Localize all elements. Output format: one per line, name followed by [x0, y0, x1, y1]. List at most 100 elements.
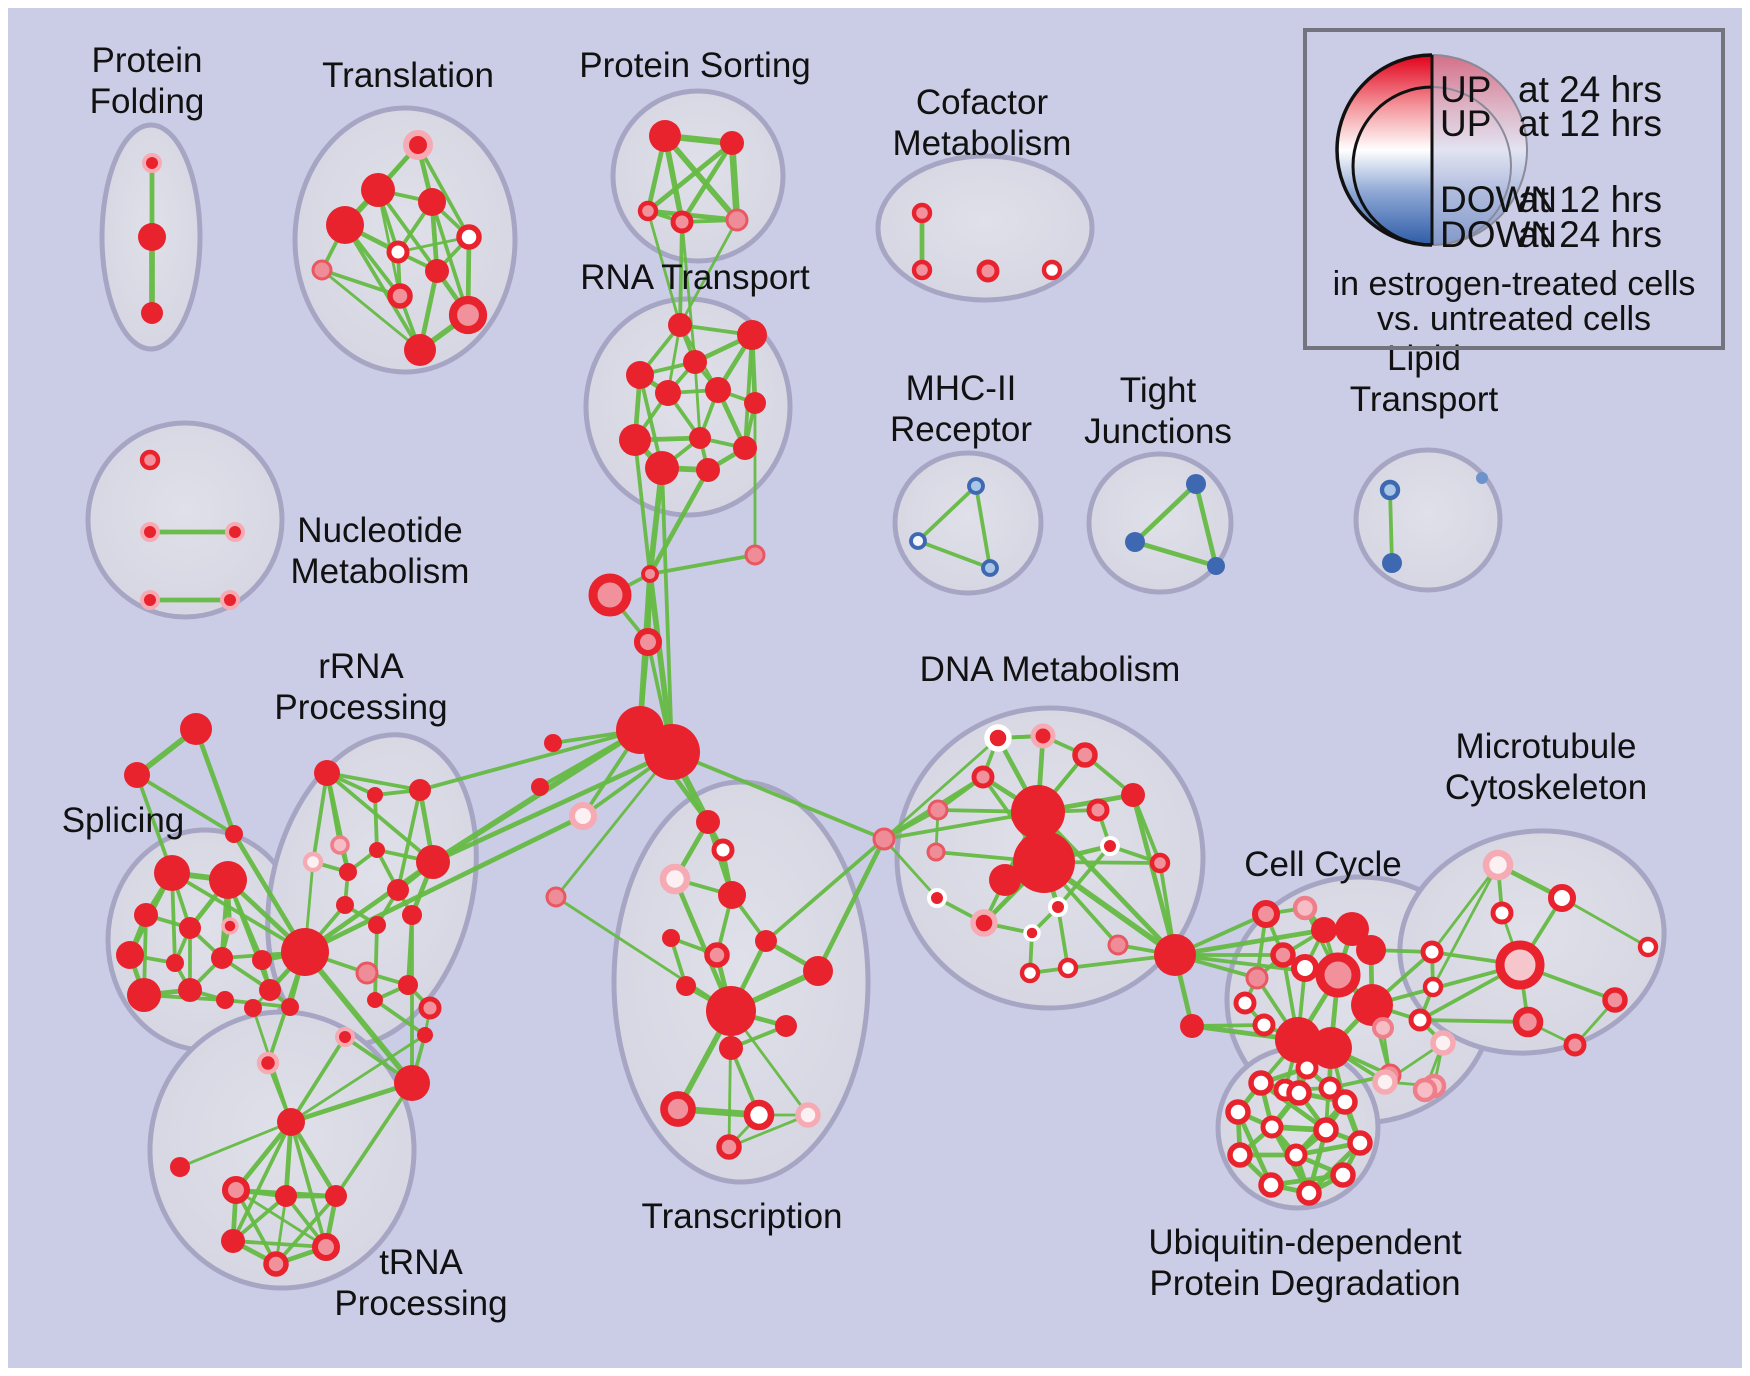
cluster-label-tight-junctions: Junctions — [1084, 412, 1232, 451]
cluster-label-microtubule-cytoskeleton: Cytoskeleton — [1445, 768, 1647, 807]
network-node — [263, 1251, 289, 1277]
network-node — [398, 975, 418, 995]
network-node — [139, 449, 161, 471]
network-node — [1251, 899, 1281, 929]
network-edge — [1370, 963, 1522, 1007]
cluster-label-dna-metabolism: DNA Metabolism — [920, 650, 1181, 689]
network-node — [361, 173, 395, 207]
network-edge — [289, 1033, 427, 1124]
network-node — [926, 842, 946, 862]
cluster-label-protein-folding: Folding — [90, 82, 205, 121]
network-edge — [1235, 1109, 1274, 1188]
network-node — [644, 724, 700, 780]
network-edge — [170, 871, 307, 954]
network-edge — [288, 1080, 415, 1125]
network-node — [336, 896, 354, 914]
network-node — [1284, 1143, 1308, 1167]
network-node — [418, 996, 442, 1020]
network-edge — [882, 837, 939, 900]
network-edge — [645, 208, 740, 223]
cluster-ellipse-microtubule-cytoskeleton — [1397, 828, 1667, 1056]
cluster-label-trna-processing: Processing — [334, 1284, 507, 1323]
network-node — [1013, 831, 1075, 893]
network-node — [705, 377, 731, 403]
network-node — [1019, 962, 1041, 984]
network-node — [1420, 940, 1444, 964]
network-edge — [418, 728, 642, 792]
network-node — [872, 827, 896, 851]
network-node — [1275, 1017, 1321, 1063]
network-node — [456, 224, 482, 250]
network-node — [335, 1027, 355, 1047]
network-node — [221, 917, 239, 935]
network-node — [140, 590, 160, 610]
network-node — [1286, 1080, 1312, 1106]
network-edge — [430, 200, 470, 317]
network-node — [209, 861, 247, 899]
network-node — [718, 881, 746, 909]
network-node — [387, 879, 409, 901]
network-edge — [325, 771, 435, 864]
network-node — [367, 787, 383, 803]
network-edge — [648, 553, 757, 576]
cluster-label-mhc-ii-receptor: MHC-II — [906, 369, 1017, 408]
network-node — [1030, 723, 1056, 749]
network-edge — [662, 133, 740, 223]
network-node — [1495, 940, 1545, 990]
network-node — [743, 1099, 775, 1131]
network-node — [676, 976, 696, 996]
network-edge — [334, 1081, 414, 1198]
network-node — [138, 223, 166, 251]
network-node — [1602, 987, 1628, 1013]
network-edge — [1560, 896, 1650, 949]
network-node — [660, 1091, 696, 1127]
network-node — [970, 909, 998, 937]
network-node — [1379, 479, 1401, 501]
network-node — [256, 1051, 280, 1075]
network-node — [659, 863, 691, 895]
network-node — [719, 1036, 743, 1060]
legend-box — [1303, 28, 1725, 350]
network-node — [1072, 742, 1098, 768]
network-node — [1547, 883, 1577, 913]
network-edge — [311, 771, 329, 864]
network-edge — [234, 1188, 328, 1249]
network-edge — [193, 726, 237, 837]
network-node — [909, 532, 927, 550]
network-node — [1225, 1099, 1251, 1125]
cluster-label-splicing: Splicing — [62, 801, 185, 840]
network-edge — [1430, 863, 1500, 954]
network-node — [1296, 1180, 1322, 1206]
cluster-ellipse-nucleotide-metabolism — [85, 420, 285, 620]
network-node — [404, 334, 436, 366]
network-node — [409, 779, 431, 801]
network-node — [711, 838, 735, 862]
network-node — [662, 929, 680, 947]
network-node — [1330, 1162, 1356, 1188]
network-node — [355, 961, 379, 985]
network-node — [142, 153, 162, 173]
network-edge — [1193, 481, 1219, 569]
network-node — [387, 283, 413, 309]
network-node — [725, 208, 749, 232]
network-node — [683, 350, 707, 374]
network-node — [967, 477, 985, 495]
network-node — [1490, 901, 1514, 925]
legend-row-direction: DOWN — [1440, 179, 1557, 220]
network-node — [179, 917, 201, 939]
network-node — [221, 1229, 245, 1253]
legend-row-time: at 12 hrs — [1518, 103, 1662, 144]
cluster-label-rrna-processing: Processing — [274, 688, 447, 727]
network-node — [1245, 966, 1269, 990]
network-node — [325, 1185, 347, 1207]
network-node — [1260, 1115, 1284, 1139]
network-node — [737, 320, 767, 350]
network-node — [339, 863, 357, 881]
network-node — [1057, 957, 1079, 979]
cluster-label-translation: Translation — [322, 56, 494, 95]
network-edge — [289, 1035, 347, 1124]
cluster-label-ubiquitin-dependent-protein-degradation: Ubiquitin-dependent — [1148, 1223, 1462, 1262]
network-edge — [416, 143, 471, 239]
network-edge — [373, 793, 379, 852]
network-node — [403, 130, 433, 160]
